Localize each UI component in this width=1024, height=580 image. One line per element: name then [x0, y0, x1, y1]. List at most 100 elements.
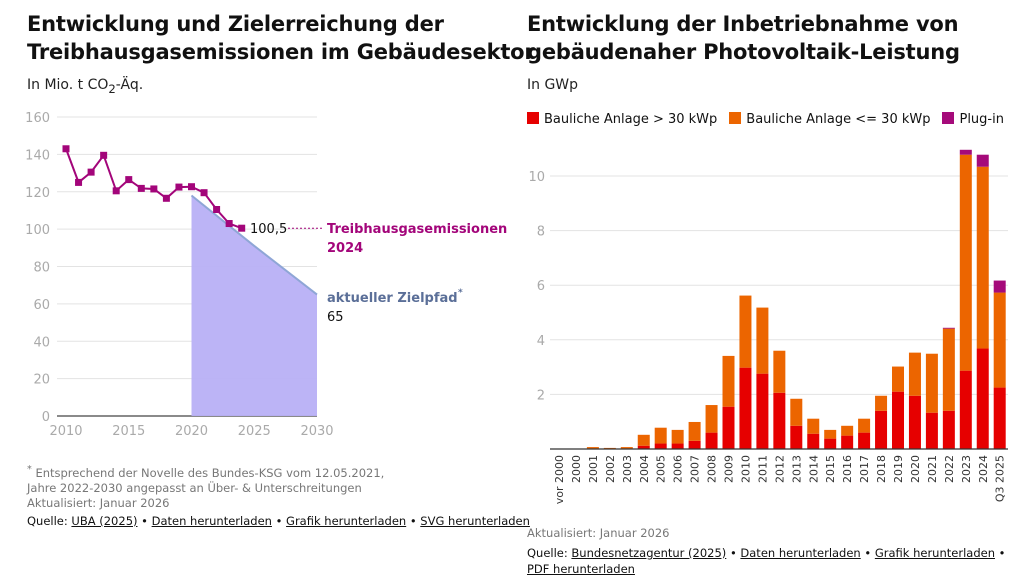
- bar-segment: [824, 438, 837, 449]
- bar-segment: [637, 434, 650, 446]
- y-tick-label: 0: [42, 410, 50, 425]
- bar-segment: [688, 421, 701, 441]
- left-source: Quelle: UBA (2025) • Daten herunterladen…: [27, 513, 530, 529]
- bar-segment: [841, 435, 854, 449]
- legend-label: Plug-in: [959, 112, 1004, 127]
- emissions-point: [200, 189, 208, 197]
- bar-segment: [858, 432, 871, 449]
- x-tick-label: 2006: [672, 455, 685, 483]
- unit-subscript: 2: [108, 81, 116, 96]
- emissions-point: [150, 185, 158, 193]
- bar-segment: [705, 432, 718, 449]
- bar-segment: [824, 429, 837, 439]
- emissions-point: [225, 220, 233, 228]
- y-tick-label: 60: [33, 298, 50, 313]
- source-link-uba[interactable]: UBA (2025): [71, 514, 138, 528]
- separator: •: [409, 514, 417, 528]
- y-tick-label: 160: [25, 111, 50, 126]
- emissions-label-year: 2024: [327, 241, 363, 256]
- title-line: Entwicklung und Zielerreichung der: [27, 12, 444, 36]
- bar-segment: [908, 352, 921, 396]
- x-tick-label: 2020: [175, 424, 208, 439]
- x-tick-label: 2001: [587, 455, 600, 483]
- x-tick-label: 2010: [739, 455, 752, 483]
- x-tick-label: 2008: [706, 455, 719, 483]
- y-tick-label: 8: [537, 225, 545, 240]
- bar-segment: [925, 353, 938, 413]
- target-value-label: 65: [327, 310, 344, 325]
- right-chart-title: Entwicklung der Inbetriebnahme von gebäud…: [527, 10, 960, 66]
- x-tick-label: 2017: [858, 455, 871, 483]
- bar-segment: [942, 328, 955, 411]
- bar-segment: [705, 405, 718, 433]
- bar-segment: [993, 280, 1006, 293]
- x-tick-label: 2007: [689, 455, 702, 483]
- legend-swatch: [729, 112, 742, 124]
- x-tick-label: 2019: [892, 455, 905, 483]
- separator: •: [275, 514, 283, 528]
- title-line: Treibhausgasemissionen im Gebäudesektor: [27, 40, 535, 64]
- emissions-point: [213, 206, 221, 214]
- title-line: Entwicklung der Inbetriebnahme von: [527, 12, 959, 36]
- footnote-star: *: [27, 464, 32, 475]
- bar-segment: [603, 447, 616, 449]
- y-tick-label: 4: [537, 334, 545, 349]
- y-tick-label: 140: [25, 148, 50, 163]
- bar-segment: [976, 166, 989, 349]
- x-tick-label: 2000: [570, 455, 583, 483]
- bar-segment: [976, 348, 989, 449]
- emissions-point: [75, 178, 83, 186]
- x-tick-label: 2021: [926, 455, 939, 483]
- y-tick-label: 120: [25, 186, 50, 201]
- bar-segment: [976, 154, 989, 167]
- x-tick-label: 2002: [604, 455, 617, 483]
- x-tick-label: 2030: [300, 424, 333, 439]
- x-tick-label: 2011: [756, 455, 769, 483]
- source-link-bnetza[interactable]: Bundesnetzagentur (2025): [571, 546, 727, 560]
- legend-item-small[interactable]: Bauliche Anlage <= 30 kWp: [729, 112, 930, 127]
- x-tick-label: 2005: [655, 455, 668, 483]
- emissions-point: [175, 183, 183, 191]
- bar-segment: [959, 370, 972, 449]
- x-tick-label: 2012: [773, 455, 786, 483]
- separator: •: [998, 546, 1006, 560]
- bar-segment: [807, 418, 820, 434]
- bar-segment: [790, 425, 803, 449]
- bar-segment: [858, 418, 871, 433]
- last-value-label: 100,5: [250, 222, 287, 237]
- right-unit-label: In GWp: [527, 77, 579, 93]
- emissions-point: [62, 145, 70, 153]
- source-label: Quelle:: [527, 546, 568, 560]
- x-tick-label: 2023: [960, 455, 973, 483]
- download-data-link[interactable]: Daten herunterladen: [740, 546, 861, 560]
- x-tick-label: 2020: [909, 455, 922, 483]
- x-tick-label: 2018: [875, 455, 888, 483]
- left-chart: 0 20 40 60 80 100 120 140 160 2010 2015 2020 2025 203…: [25, 111, 507, 439]
- bar-segment: [841, 425, 854, 436]
- bar-segment: [722, 406, 735, 449]
- download-pdf-link[interactable]: PDF herunterladen: [527, 562, 635, 576]
- download-svg-link[interactable]: SVG herunterladen: [420, 514, 530, 528]
- bar-segment: [756, 373, 769, 449]
- x-tick-label: 2015: [112, 424, 145, 439]
- bar-segment: [739, 295, 752, 368]
- bar-segment: [637, 445, 650, 449]
- legend-item-large[interactable]: Bauliche Anlage > 30 kWp: [527, 112, 717, 127]
- bar-segment: [942, 410, 955, 449]
- emissions-label: Treibhausgasemissionen: [327, 222, 507, 237]
- separator: •: [729, 546, 737, 560]
- download-graphic-link[interactable]: Grafik herunterladen: [286, 514, 407, 528]
- bar-segment: [586, 447, 599, 449]
- bar-segment: [756, 307, 769, 374]
- x-tick-label: 2024: [977, 455, 990, 483]
- emissions-point: [112, 187, 120, 195]
- bar-segment: [739, 367, 752, 449]
- updated-text: Aktualisiert: Januar 2026: [27, 495, 170, 510]
- emissions-point: [162, 194, 170, 202]
- legend-item-plugin[interactable]: Plug-in: [942, 112, 1004, 127]
- download-graphic-link[interactable]: Grafik herunterladen: [874, 546, 995, 560]
- legend-label: Bauliche Anlage > 30 kWp: [544, 112, 718, 127]
- download-data-link[interactable]: Daten herunterladen: [151, 514, 272, 528]
- x-tick-label: 2022: [943, 455, 956, 483]
